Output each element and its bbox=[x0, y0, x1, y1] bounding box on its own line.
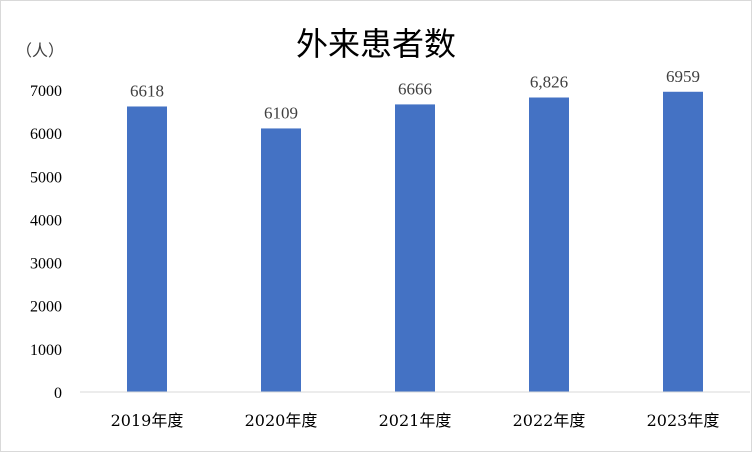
bar bbox=[529, 97, 569, 392]
data-label: 6666 bbox=[398, 79, 432, 98]
data-label: 6618 bbox=[130, 81, 164, 100]
bar bbox=[261, 128, 301, 392]
bar bbox=[395, 104, 435, 392]
y-tick-label: 7000 bbox=[30, 83, 62, 100]
data-label: 6109 bbox=[264, 103, 298, 122]
y-tick-label: 4000 bbox=[30, 212, 62, 229]
x-tick-label: 2023年度 bbox=[647, 411, 720, 430]
x-tick-label: 2022年度 bbox=[513, 411, 586, 430]
x-tick-label: 2019年度 bbox=[111, 411, 184, 430]
y-tick-label: 5000 bbox=[30, 169, 62, 186]
x-tick-label: 2021年度 bbox=[379, 411, 452, 430]
y-tick-label: 0 bbox=[54, 385, 62, 402]
y-tick-label: 1000 bbox=[30, 342, 62, 359]
bar bbox=[127, 106, 167, 393]
data-label: 6959 bbox=[666, 67, 700, 86]
y-tick-label: 3000 bbox=[30, 256, 62, 273]
bars: 6618 6109 6666 6,826 6959 bbox=[127, 67, 703, 393]
y-tick-label: 2000 bbox=[30, 299, 62, 316]
x-tick-label: 2020年度 bbox=[245, 411, 318, 430]
data-label: 6,826 bbox=[530, 73, 568, 92]
y-axis: 0 1000 2000 3000 4000 5000 6000 7000 bbox=[30, 83, 62, 402]
chart-title: 外来患者数 bbox=[296, 25, 456, 63]
x-axis: 2019年度 2020年度 2021年度 2022年度 2023年度 bbox=[80, 391, 750, 430]
y-axis-unit-label: （人） bbox=[16, 41, 64, 60]
bar bbox=[663, 91, 703, 392]
y-tick-label: 6000 bbox=[30, 126, 62, 143]
